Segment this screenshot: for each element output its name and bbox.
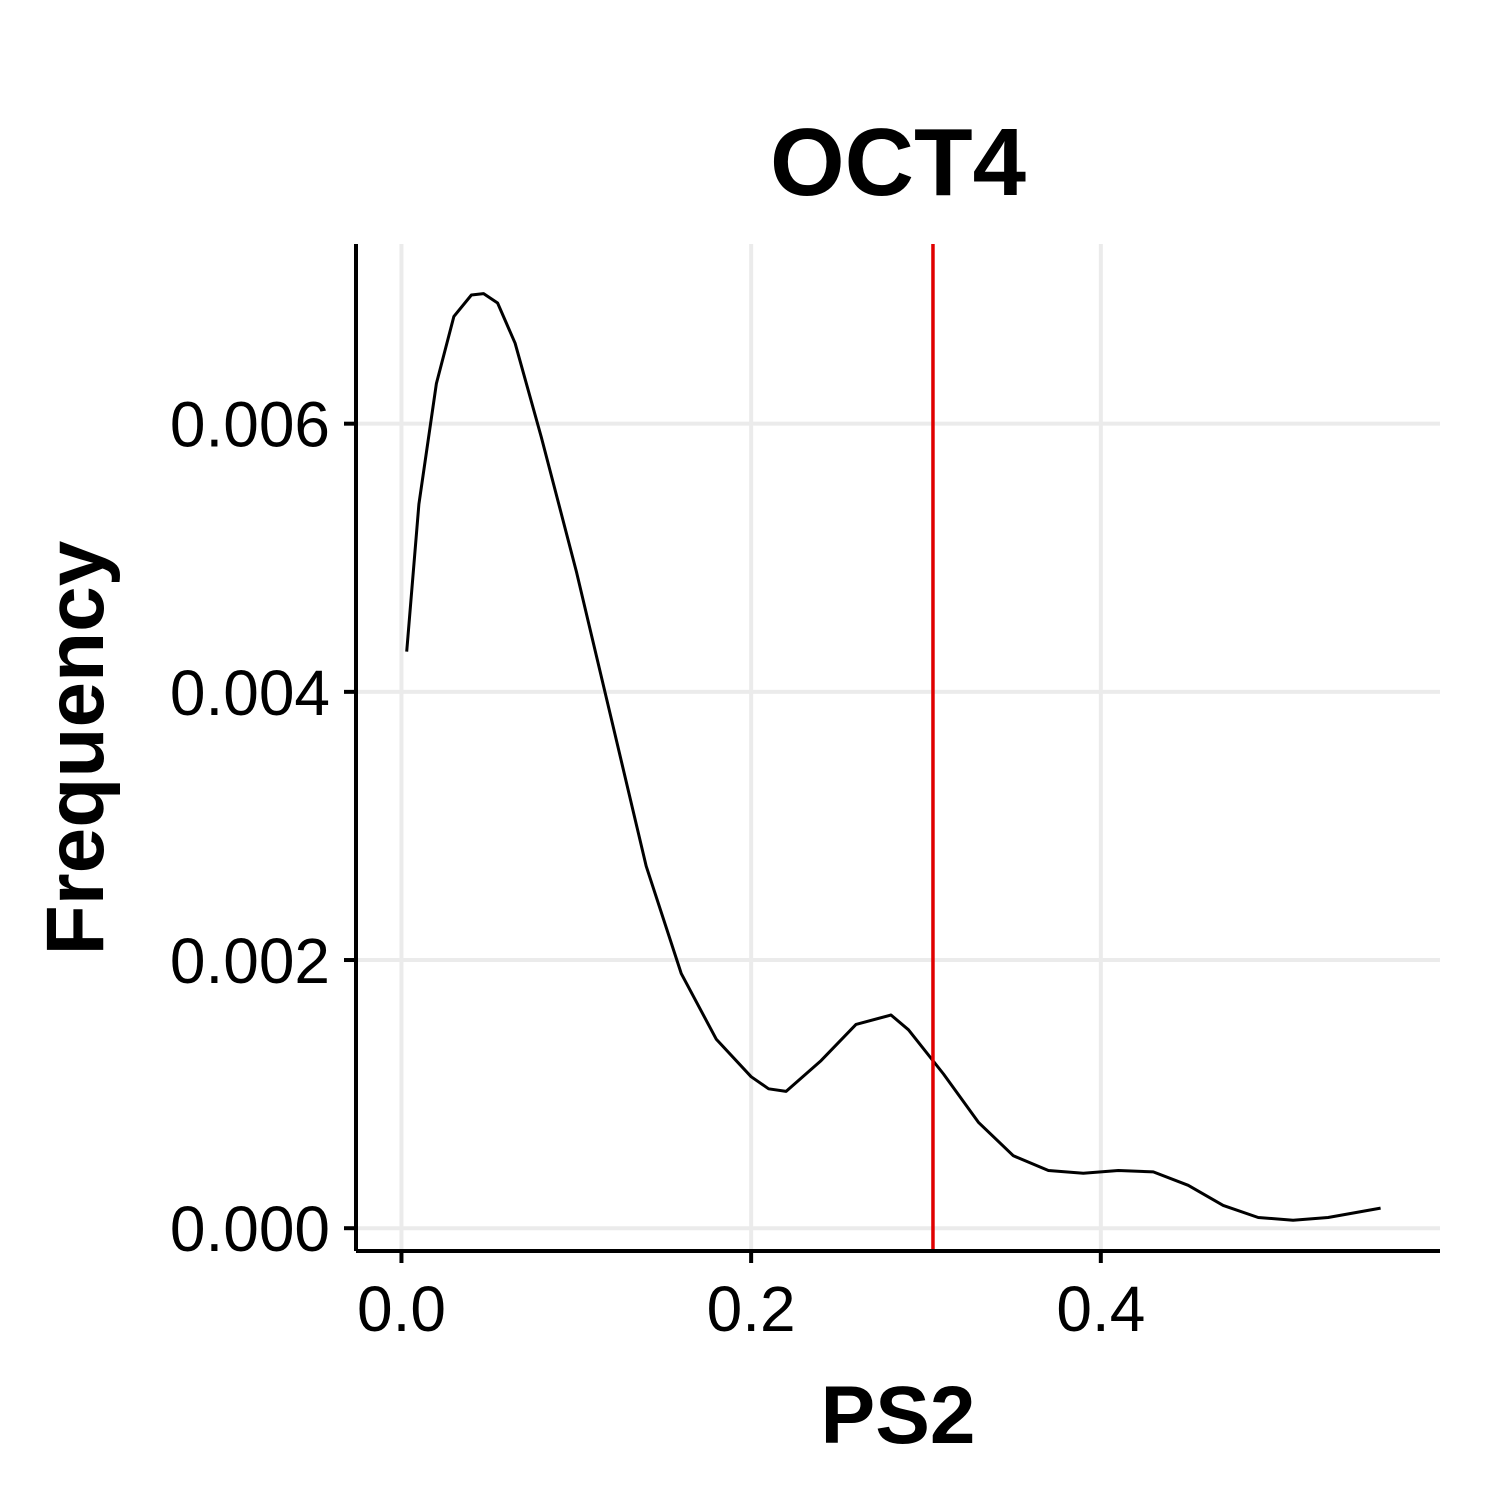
y-tick-label: 0.002 xyxy=(170,925,330,997)
grid xyxy=(356,244,1440,1251)
axes: 0.0 0.2 0.4 0.000 0.002 0.004 0.006 xyxy=(170,244,1440,1345)
x-tick-label: 0.2 xyxy=(707,1273,796,1345)
x-tick-label: 0.4 xyxy=(1056,1273,1145,1345)
y-tick-label: 0.004 xyxy=(170,657,330,729)
y-axis-title: Frequency xyxy=(30,540,121,955)
y-tick-label: 0.000 xyxy=(170,1193,330,1265)
plot-area xyxy=(405,244,1381,1251)
x-axis-title: PS2 xyxy=(821,1370,976,1461)
x-tick-label: 0.0 xyxy=(357,1273,446,1345)
chart-title: OCT4 xyxy=(770,109,1026,216)
y-tick-label: 0.006 xyxy=(170,389,330,461)
density-line xyxy=(405,292,1381,1222)
